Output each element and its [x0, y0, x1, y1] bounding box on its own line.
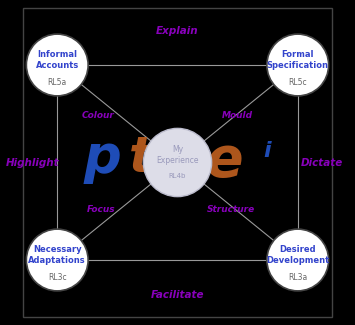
Text: t: t [129, 134, 153, 182]
Text: Highlight: Highlight [6, 158, 60, 167]
Circle shape [143, 128, 212, 197]
Circle shape [267, 229, 329, 291]
Text: Explain: Explain [156, 26, 199, 36]
Text: p: p [83, 132, 121, 184]
Text: Desired
Development: Desired Development [266, 245, 329, 265]
Text: Focus: Focus [87, 205, 115, 214]
Text: RL5c: RL5c [288, 78, 307, 87]
Circle shape [267, 34, 329, 96]
Text: Facilitate: Facilitate [151, 290, 204, 300]
Text: Dictate: Dictate [301, 158, 343, 167]
Text: Informal
Accounts: Informal Accounts [36, 50, 79, 70]
Text: RL5a: RL5a [48, 78, 67, 87]
Text: Necessary
Adaptations: Necessary Adaptations [28, 245, 86, 265]
Text: RL4b: RL4b [169, 173, 186, 179]
Text: RL3c: RL3c [48, 273, 67, 282]
Circle shape [26, 34, 88, 96]
Circle shape [26, 229, 88, 291]
Text: e: e [206, 134, 244, 188]
Text: RL3a: RL3a [288, 273, 307, 282]
Text: i: i [263, 141, 271, 161]
Text: Colour: Colour [81, 111, 114, 120]
Text: Structure: Structure [207, 205, 255, 214]
Text: Mould: Mould [222, 111, 253, 120]
FancyBboxPatch shape [23, 8, 332, 317]
Text: Formal
Specification: Formal Specification [267, 50, 329, 70]
Text: My
Experience: My Experience [156, 145, 199, 165]
